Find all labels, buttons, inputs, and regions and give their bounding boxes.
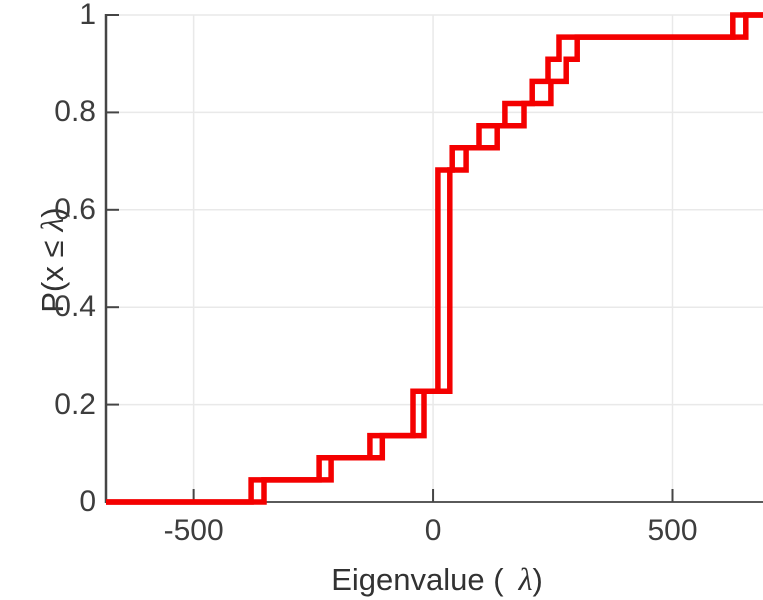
lambda-symbol: λ xyxy=(518,561,533,597)
ecdf-curve-1 xyxy=(106,12,763,505)
y-tick-label: 0.2 xyxy=(54,387,96,421)
x-tick-label: 500 xyxy=(647,514,698,547)
ecdf-curve-2 xyxy=(106,12,763,505)
y-tick-label: 0.8 xyxy=(54,95,96,129)
y-tick-label: 1 xyxy=(79,0,96,31)
y-tick-label: 0 xyxy=(79,485,96,518)
x-axis-label: Eigenvalue ( λ) xyxy=(331,563,543,595)
y-tick-label: 0.6 xyxy=(54,192,96,226)
y-tick-label: 0.4 xyxy=(54,290,96,324)
x-tick-label: -500 xyxy=(163,514,224,547)
x-axis-label-text: Eigenvalue ( xyxy=(331,562,504,597)
x-axis-label-close: ) xyxy=(532,562,543,597)
x-tick-label: 0 xyxy=(424,514,442,547)
y-axis-label: P(x ≤λ) xyxy=(34,130,70,390)
